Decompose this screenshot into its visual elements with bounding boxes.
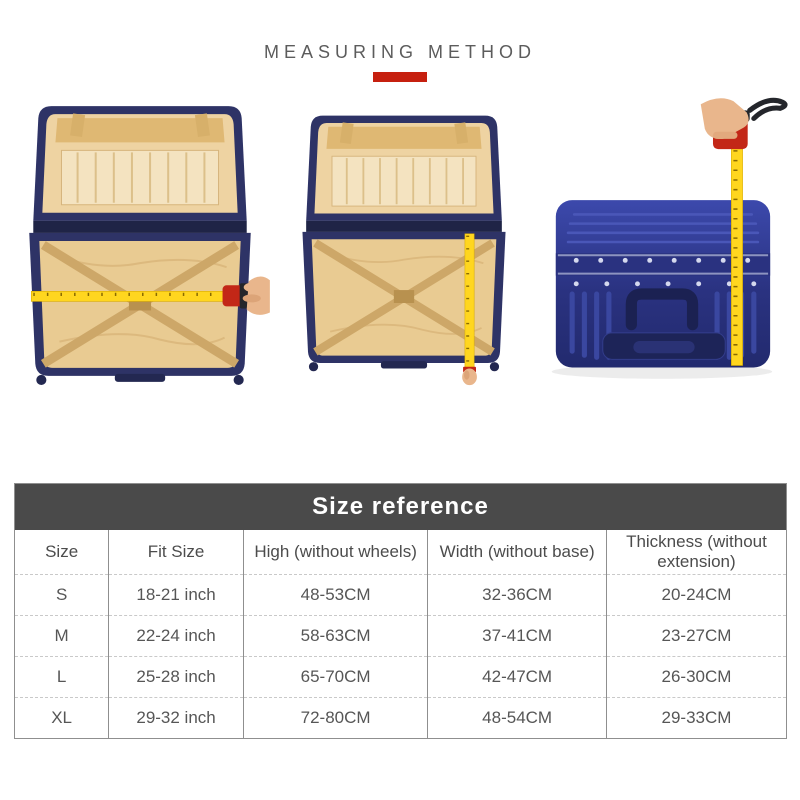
open-suitcase-height-illustration [302, 115, 506, 386]
cell-size: L [56, 667, 67, 686]
open-suitcase [29, 106, 251, 385]
title-underline-bar [373, 72, 427, 82]
cell-width: 32-36CM [427, 574, 607, 616]
open-suitcase-width-illustration [29, 106, 270, 385]
cell-thickness: 26-30CM [605, 656, 786, 698]
cell-thickness: 23-27CM [605, 615, 786, 657]
measuring-tape-icon [463, 233, 476, 373]
cell-high: 72-80CM [242, 697, 428, 738]
table-row-l: L 25-28 inch 65-70CM 42-47CM 26-30CM [15, 656, 786, 698]
column-header-width: Width (without base) [427, 530, 607, 575]
table-row-m: M 22-24 inch 58-63CM 37-41CM 23-27CM [15, 615, 786, 657]
table-header-row: Size Fit Size High (without wheels) Widt… [15, 530, 786, 575]
page-title: MEASURING METHOD [263, 42, 536, 62]
column-header-thickness: Thickness (without extension) [605, 530, 786, 575]
size-table: Size Fit Size High (without wheels) Widt… [15, 530, 786, 738]
section-header: MEASURING METHOD [0, 42, 800, 82]
size-reference-table: Size reference Size Fit Size High (witho… [14, 483, 787, 739]
measuring-tape-icon [731, 128, 743, 366]
tape-strap [747, 97, 788, 122]
cell-high: 65-70CM [242, 656, 428, 698]
shadow [551, 364, 773, 379]
column-header-fit-size: Fit Size [108, 530, 244, 575]
cell-fit-size: 18-21 inch [108, 574, 244, 616]
cell-size: M [54, 626, 69, 645]
cell-fit-size: 29-32 inch [108, 697, 244, 738]
suitcase-handle [625, 288, 699, 331]
cell-width: 37-41CM [427, 615, 607, 657]
cell-high: 58-63CM [242, 615, 428, 657]
closed-suitcase-illustration [551, 97, 788, 379]
open-suitcase [302, 115, 506, 372]
hand-icon [242, 276, 270, 315]
cell-fit-size: 22-24 inch [108, 615, 244, 657]
photo-measure-height [280, 92, 528, 392]
cell-thickness: 20-24CM [605, 574, 786, 616]
cell-thickness: 29-33CM [605, 697, 786, 738]
table-row-s: S 18-21 inch 48-53CM 32-36CM 20-24CM [15, 574, 786, 616]
cell-width: 48-54CM [427, 697, 607, 738]
cell-width: 42-47CM [427, 656, 607, 698]
hand-icon [700, 98, 749, 139]
cell-fit-size: 25-28 inch [108, 656, 244, 698]
table-title: Size reference [15, 484, 786, 530]
column-header-high: High (without wheels) [242, 530, 428, 575]
hand-icon [462, 368, 477, 386]
photo-measure-thickness [528, 92, 800, 392]
column-header-size: Size [45, 542, 79, 562]
photo-row [0, 92, 800, 392]
cell-size: S [55, 585, 68, 604]
photo-measure-width [0, 92, 280, 392]
cell-size: XL [51, 708, 73, 727]
table-row-xl: XL 29-32 inch 72-80CM 48-54CM 29-33CM [15, 697, 786, 738]
cell-high: 48-53CM [242, 574, 428, 616]
